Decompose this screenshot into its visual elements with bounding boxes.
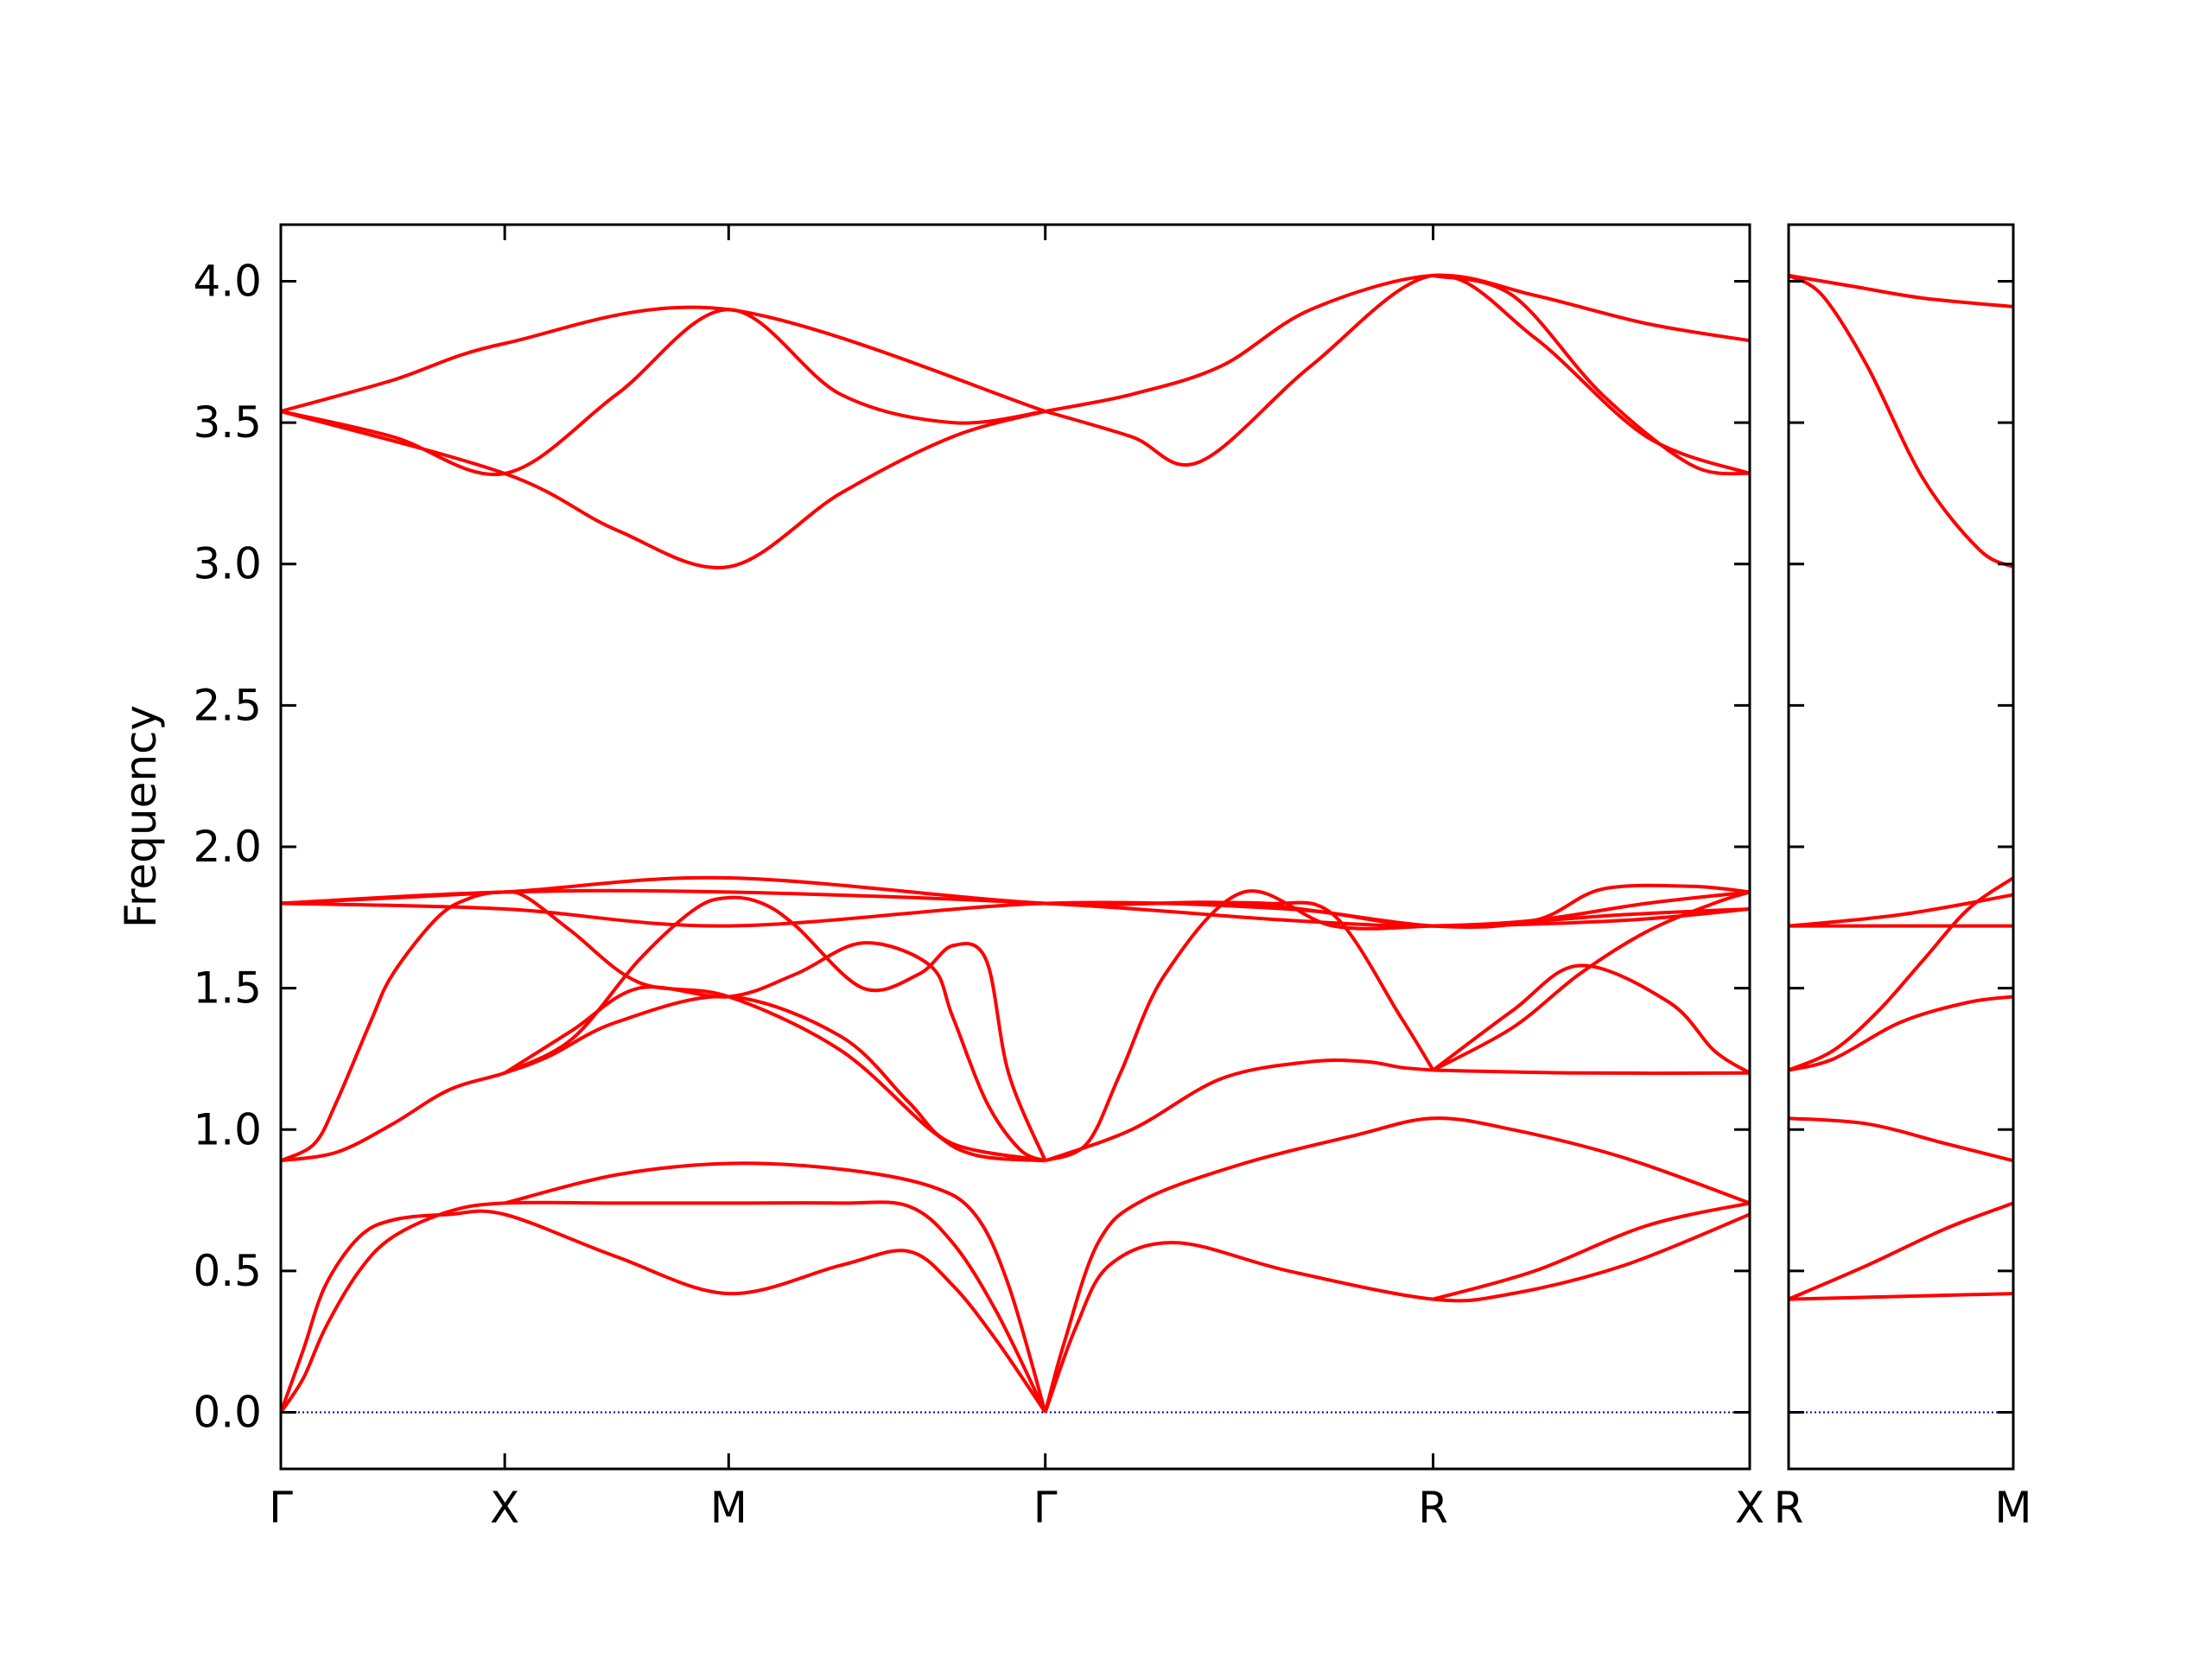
band-line [281, 888, 1750, 928]
band-line [1789, 876, 2013, 1072]
x-tick-label: X [490, 1483, 519, 1533]
band-line [1789, 274, 2013, 569]
band-line [1045, 273, 1750, 413]
x-tick-label: M [1994, 1483, 2031, 1533]
band-line [281, 900, 1750, 928]
band-line [1433, 273, 1750, 476]
x-tick-label: Γ [269, 1483, 293, 1533]
band-line [1432, 890, 1750, 1072]
band-line [1433, 1068, 1750, 1076]
band-line [504, 1161, 1047, 1414]
band-line [504, 895, 1047, 1162]
y-tick-label: 0.5 [193, 1246, 262, 1296]
band-line [1432, 963, 1750, 1075]
band-line [1789, 995, 2013, 1072]
band-line [1789, 1292, 2013, 1301]
band-line [281, 305, 1046, 413]
y-tick-label: 1.0 [193, 1104, 262, 1154]
band-line [281, 308, 1046, 477]
y-tick-label: 2.5 [193, 680, 262, 730]
band-line [1433, 1201, 1750, 1301]
y-tick-label: 1.5 [193, 963, 262, 1014]
band-line [1789, 273, 2013, 308]
x-tick-label: R [1418, 1483, 1448, 1533]
band-line [281, 1209, 1047, 1414]
band-line [1789, 1201, 2013, 1301]
y-tick-label: 4.0 [193, 256, 262, 306]
band-line [1789, 1116, 2013, 1163]
band-line [1043, 1116, 1750, 1414]
band-lines [281, 273, 1750, 1414]
x-tick-label: Γ [1033, 1483, 1058, 1533]
band-line [1045, 273, 1750, 475]
y-tick-label: 2.0 [193, 822, 262, 872]
x-tick-label: M [710, 1483, 747, 1533]
band-line [1789, 893, 2013, 928]
band-line [504, 941, 1046, 1163]
band-line [1045, 1058, 1433, 1163]
plot-panels: 0.00.51.01.52.02.53.03.54.0Γ X M Γ R X R M [193, 223, 2032, 1533]
band-line [281, 410, 1046, 569]
y-axis-label: Frequency [116, 705, 166, 928]
band-line [281, 890, 1046, 1163]
band-line [1043, 1212, 1750, 1414]
band-lines [1789, 273, 2013, 1301]
y-tick-label: 3.5 [193, 397, 262, 448]
x-tick-label: R [1774, 1483, 1804, 1533]
band-line [281, 1200, 1047, 1414]
y-tick-label: 3.0 [193, 539, 262, 589]
band-line [281, 995, 1046, 1163]
y-tick-label: 0.0 [193, 1388, 262, 1438]
panel-1: 0.0 0.5 1.0 1.5 2.0 2.5 3.0 3.5 4.0 Γ X M Γ R X [193, 223, 1764, 1533]
x-tick-label: X [1735, 1483, 1764, 1533]
